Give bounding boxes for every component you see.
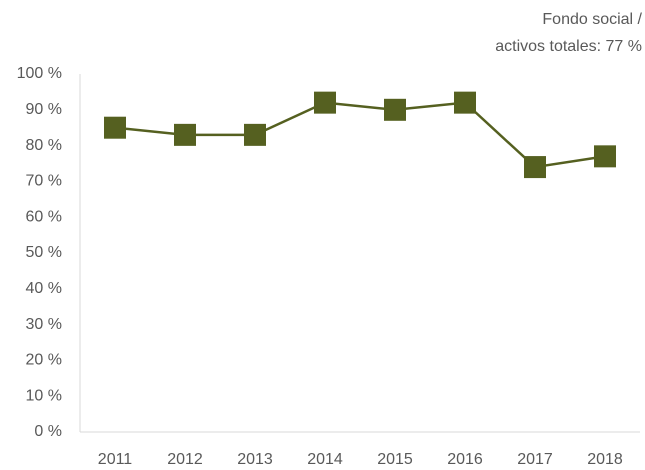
marker [244, 123, 266, 146]
x-tick-label: 2015 [377, 451, 413, 468]
y-tick-label: 0 % [34, 423, 62, 440]
marker [104, 116, 126, 139]
marker [384, 98, 406, 121]
y-tick-label: 30 % [26, 316, 62, 333]
x-tick-label: 2012 [167, 451, 203, 468]
y-tick-label: 60 % [26, 208, 62, 225]
annotation: Fondo social / [542, 11, 642, 28]
x-tick-label: 2013 [237, 451, 273, 468]
x-tick-label: 2018 [587, 451, 623, 468]
x-tick-label: 2017 [517, 451, 553, 468]
y-tick-label: 10 % [26, 387, 62, 404]
marker [454, 91, 476, 114]
marker [174, 123, 196, 146]
marker [594, 145, 616, 168]
x-tick-label: 2014 [307, 451, 343, 468]
marker [314, 91, 336, 114]
marker [524, 156, 546, 179]
line [114, 101, 606, 169]
annotation: activos totales: 77 % [495, 38, 642, 55]
y-tick-label: 90 % [26, 101, 62, 118]
x-tick-label: 2016 [447, 451, 483, 468]
y-tick-label: 70 % [26, 173, 62, 190]
y-tick-label: 20 % [26, 352, 62, 369]
y-tick-label: 80 % [26, 137, 62, 154]
y-tick-label: 100 % [17, 65, 62, 82]
x-tick-label: 2011 [98, 451, 133, 468]
y-tick-label: 40 % [26, 280, 62, 297]
y-tick-label: 50 % [26, 244, 62, 261]
